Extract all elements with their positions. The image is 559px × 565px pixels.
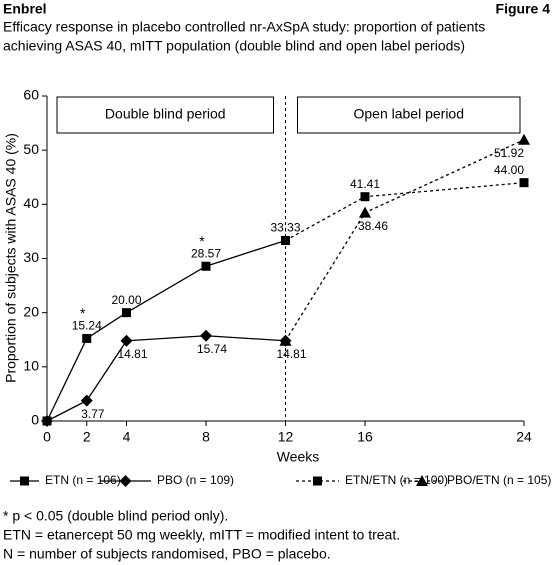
series-line [284, 139, 525, 342]
data-point [201, 261, 211, 271]
x-axis-label: Weeks [277, 449, 320, 465]
footnote: ETN = etanercept 50 mg weekly, mITT = mo… [3, 527, 400, 543]
brand: Enbrel [3, 1, 47, 17]
y-tick-label: 0 [31, 412, 39, 428]
chart-title: achieving ASAS 40, mITT population (doub… [3, 38, 465, 54]
y-tick-label: 30 [23, 249, 39, 265]
series-line [285, 182, 525, 242]
data-point [41, 415, 53, 427]
data-label: 15.74 [197, 342, 227, 356]
significance-mark: * [80, 305, 86, 321]
legend-marker [119, 475, 132, 487]
x-tick-label: 8 [202, 429, 210, 445]
x-tick-label: 4 [123, 429, 131, 445]
period-label: Double blind period [105, 106, 226, 122]
footnote: N = number of subjects randomised, PBO =… [3, 546, 331, 562]
data-label: 41.41 [350, 177, 380, 191]
significance-mark: * [199, 233, 205, 249]
data-point [519, 178, 529, 188]
y-tick-label: 40 [23, 195, 39, 211]
data-label: 14.81 [117, 347, 147, 361]
y-tick-label: 10 [23, 358, 39, 374]
data-point [120, 334, 133, 347]
data-label: 33.33 [270, 221, 300, 235]
y-tick-label: 60 [23, 87, 39, 103]
legend-label: ETN (n = 106) [45, 473, 121, 487]
figure-number: Figure 4 [496, 1, 551, 17]
x-tick-label: 0 [43, 429, 51, 445]
footnote: * p < 0.05 (double blind period only). [3, 508, 228, 524]
chart-title: Efficacy response in placebo controlled … [3, 19, 485, 35]
data-label: 20.00 [111, 293, 141, 307]
data-point [279, 334, 292, 346]
period-box [56, 96, 274, 134]
legend-label: PBO/ETN (n = 105) [447, 473, 551, 487]
data-point [122, 308, 131, 318]
data-label: 28.57 [191, 246, 221, 260]
x-tick-label: 12 [278, 429, 294, 445]
period-box [297, 96, 521, 134]
legend-marker [313, 476, 322, 486]
x-tick-label: 16 [357, 429, 373, 445]
data-point [82, 333, 92, 343]
data-point [80, 394, 93, 407]
data-point [518, 133, 530, 145]
y-tick-label: 50 [23, 141, 39, 157]
data-label: 15.24 [72, 319, 102, 333]
y-tick-label: 20 [23, 303, 39, 319]
y-axis-label: Proportion of subjects with ASAS 40 (%) [3, 133, 19, 383]
legend-label: ETN/ETN (n = 100) [345, 473, 448, 487]
data-point [360, 192, 370, 202]
period-label: Open label period [353, 106, 464, 122]
data-point [200, 329, 212, 342]
data-point [359, 206, 371, 218]
data-label: 14.81 [276, 347, 306, 361]
legend-label: PBO (n = 109) [157, 473, 234, 487]
data-point [281, 235, 290, 245]
data-label: 51.92 [494, 146, 524, 160]
legend-marker [416, 475, 428, 486]
data-label: 3.77 [81, 407, 105, 421]
data-label: 38.46 [358, 219, 388, 233]
x-tick-label: 24 [516, 429, 532, 445]
x-tick-label: 2 [83, 429, 91, 445]
legend-marker [20, 476, 29, 486]
data-label: 44.00 [494, 163, 524, 177]
